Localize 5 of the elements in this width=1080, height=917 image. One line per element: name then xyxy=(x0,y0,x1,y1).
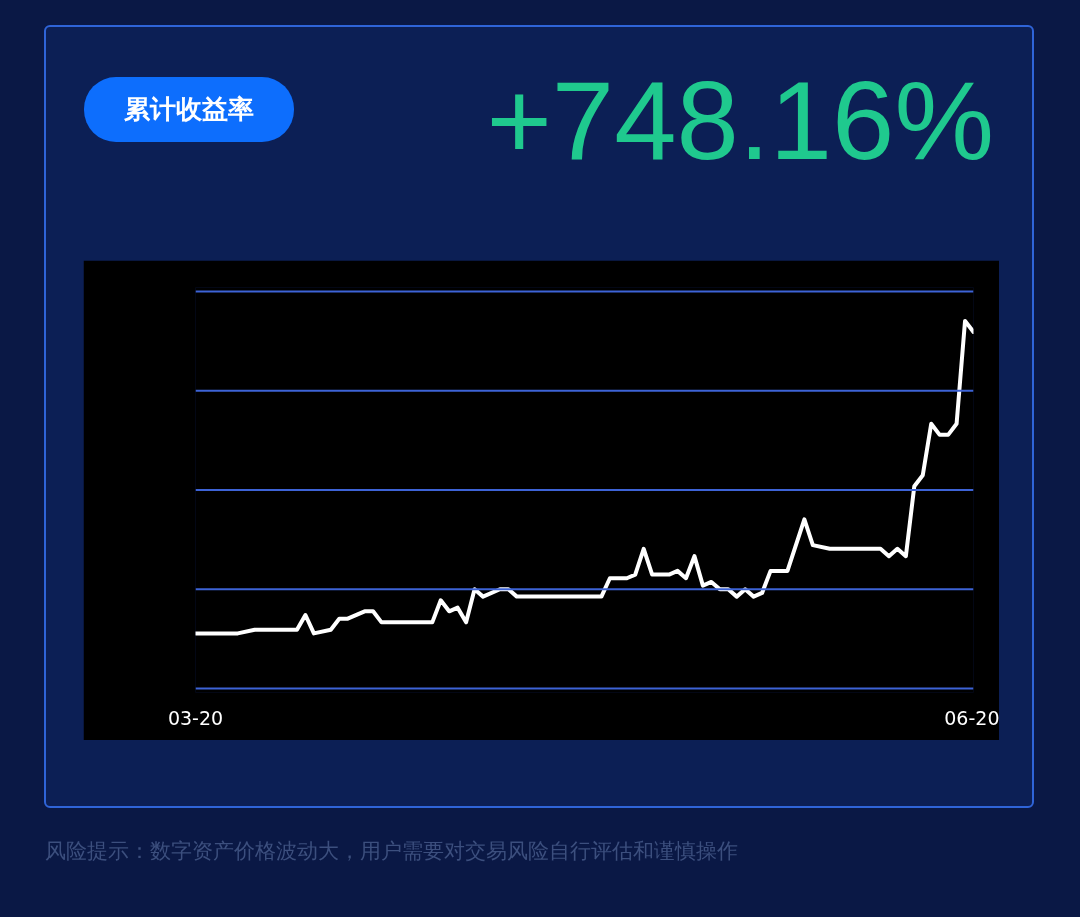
chart-subtitle: +748.16% xyxy=(486,58,994,183)
x-tick-label: 06-20 xyxy=(944,706,1000,729)
chart-title: 累计收益率 xyxy=(84,77,294,143)
text: 风险提示：数字资产价格波动大，用户需要对交易风险自行评估和谨慎操作 xyxy=(45,838,738,865)
x-tick-label: 03-20 xyxy=(167,706,224,729)
